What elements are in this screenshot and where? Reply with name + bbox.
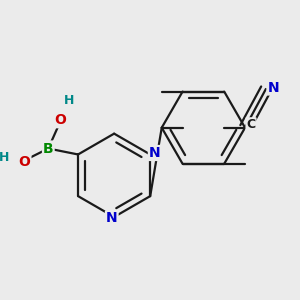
Text: O: O (19, 155, 30, 169)
Text: N: N (268, 80, 279, 94)
Text: N: N (149, 146, 161, 160)
Text: H: H (0, 151, 9, 164)
Text: B: B (43, 142, 54, 155)
Text: H: H (64, 94, 74, 107)
Text: C: C (246, 118, 256, 131)
Text: N: N (106, 212, 118, 225)
Text: O: O (54, 113, 66, 127)
